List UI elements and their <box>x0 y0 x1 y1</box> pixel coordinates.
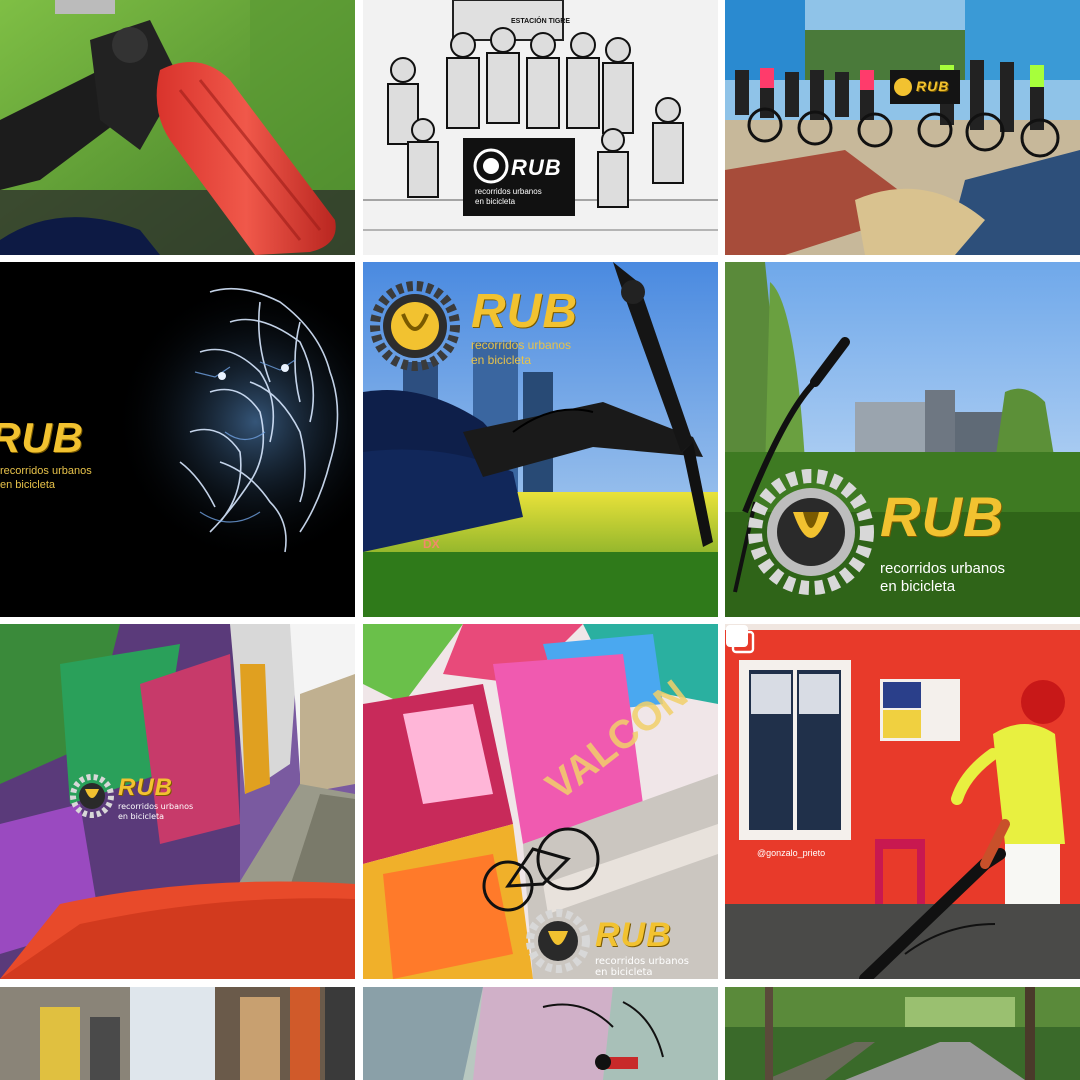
rub-logo-text: RUB <box>471 285 578 338</box>
rub-logo-text: RUB <box>595 916 672 954</box>
grid-post-bike-skyline[interactable]: RUB recorridos urbanos en bicicleta DX <box>363 262 718 617</box>
gear-logo-icon <box>70 774 114 818</box>
grid-post-bike-grip[interactable] <box>0 0 355 255</box>
gear-logo-icon <box>526 909 590 973</box>
rub-tagline: recorridos urbanos <box>0 465 92 477</box>
rub-tagline: recorridos urbanos <box>118 802 194 811</box>
grid-post-park-logo[interactable]: RUB recorridos urbanos en bicicleta <box>725 262 1080 617</box>
post-image <box>0 624 355 979</box>
rub-logo-text: RUB <box>118 774 173 801</box>
multiple-images-icon <box>726 625 755 654</box>
post-image <box>725 0 1080 255</box>
grid-post-colorful-mural[interactable]: VALCON RUB recorridos urbanos en bicicle… <box>363 624 718 979</box>
grid-post-street-3[interactable] <box>725 987 1080 1080</box>
rub-tagline-2: en bicicleta <box>118 812 165 821</box>
post-image <box>725 987 1080 1080</box>
grid-post-red-mural[interactable]: @gonzalo_prieto <box>725 624 1080 979</box>
rub-logo-text: RUB <box>0 414 84 461</box>
grid-post-group-sketch[interactable]: ESTACIÓN TIGRE RUB recorridos urbanos en… <box>363 0 718 255</box>
grid-post-tiger-logo[interactable]: RUB recorridos urbanos en bicicleta <box>0 262 355 617</box>
gear-logo-icon <box>370 281 460 371</box>
post-image <box>0 262 355 617</box>
grid-post-street-1[interactable] <box>0 987 355 1080</box>
rub-tagline-2: en bicicleta <box>471 353 532 367</box>
rub-tagline: recorridos urbanos <box>475 187 542 196</box>
rub-tagline: recorridos urbanos <box>595 956 689 967</box>
post-image <box>363 262 718 617</box>
grid-post-group-mural[interactable]: RUB <box>725 0 1080 255</box>
rub-tagline-2: en bicicleta <box>0 479 56 491</box>
grid-post-graffiti-alley[interactable]: RUB recorridos urbanos en bicicleta <box>0 624 355 979</box>
rub-logo-text: RUB <box>916 78 950 94</box>
mural-credit: @gonzalo_prieto <box>757 848 826 858</box>
rub-tagline-2: en bicicleta <box>475 197 516 206</box>
rub-logo-text: RUB <box>511 155 562 180</box>
gear-logo-icon <box>748 469 874 595</box>
frame-text: DX <box>423 537 440 551</box>
grid-post-street-2[interactable] <box>363 987 718 1080</box>
post-image <box>363 987 718 1080</box>
rub-tagline: recorridos urbanos <box>471 338 572 352</box>
post-image <box>725 624 1080 979</box>
post-image <box>0 0 355 255</box>
rub-tagline-2: en bicicleta <box>880 578 956 595</box>
post-image <box>0 987 355 1080</box>
post-image <box>363 0 718 255</box>
rub-tagline: recorridos urbanos <box>880 560 1006 577</box>
station-sign: ESTACIÓN TIGRE <box>511 18 570 25</box>
rub-tagline-2: en bicicleta <box>595 967 653 978</box>
rub-logo-text: RUB <box>880 485 1005 548</box>
